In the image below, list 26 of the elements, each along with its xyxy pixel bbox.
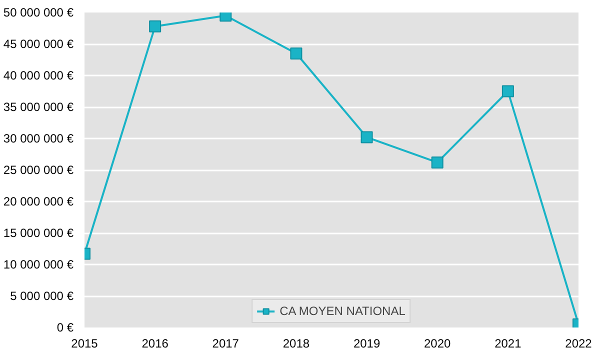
legend-label: CA MOYEN NATIONAL xyxy=(280,304,406,318)
x-tick-label: 2022 xyxy=(565,336,592,350)
x-tick-label: 2019 xyxy=(353,336,380,350)
y-tick-label: 5 000 000 € xyxy=(10,289,74,303)
y-tick-label: 40 000 000 € xyxy=(3,68,74,82)
x-tick-label: 2020 xyxy=(424,336,452,350)
x-tick-label: 2017 xyxy=(212,336,240,350)
x-tick-label: 2018 xyxy=(282,336,310,350)
y-tick-label: 50 000 000 € xyxy=(3,6,74,20)
y-tick-label: 35 000 000 € xyxy=(3,100,74,114)
y-tick-label: 15 000 000 € xyxy=(3,226,74,240)
point xyxy=(502,85,514,98)
line-series xyxy=(84,12,578,328)
point xyxy=(149,20,162,32)
y-tick-label: 25 000 000 € xyxy=(3,163,74,177)
x-tick-label: 2015 xyxy=(71,336,98,350)
point xyxy=(290,47,302,60)
y-tick-label: 45 000 000 € xyxy=(3,37,74,51)
y-tick-label: 10 000 000 € xyxy=(3,258,74,272)
y-tick-label: 30 000 000 € xyxy=(3,132,74,146)
point xyxy=(431,156,444,168)
point xyxy=(360,131,373,144)
x-tick-label: 2021 xyxy=(494,336,522,350)
y-tick-label: 20 000 000 € xyxy=(3,194,74,208)
y-tick-label: 0 € xyxy=(56,320,74,334)
x-tick-label: 2016 xyxy=(142,336,169,350)
